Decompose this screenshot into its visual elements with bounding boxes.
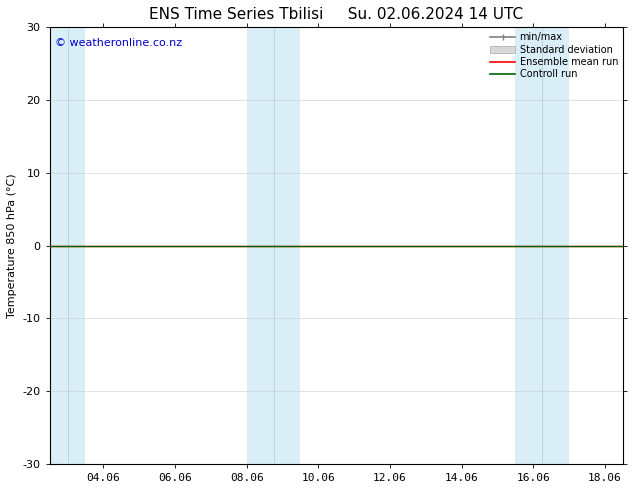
Bar — [515, 27, 569, 464]
Legend: min/max, Standard deviation, Ensemble mean run, Controll run: min/max, Standard deviation, Ensemble me… — [488, 30, 620, 81]
Bar — [247, 27, 301, 464]
Bar — [49, 27, 86, 464]
Text: © weatheronline.co.nz: © weatheronline.co.nz — [55, 38, 183, 48]
Title: ENS Time Series Tbilisi     Su. 02.06.2024 14 UTC: ENS Time Series Tbilisi Su. 02.06.2024 1… — [149, 7, 523, 22]
Y-axis label: Temperature 850 hPa (°C): Temperature 850 hPa (°C) — [7, 173, 17, 318]
